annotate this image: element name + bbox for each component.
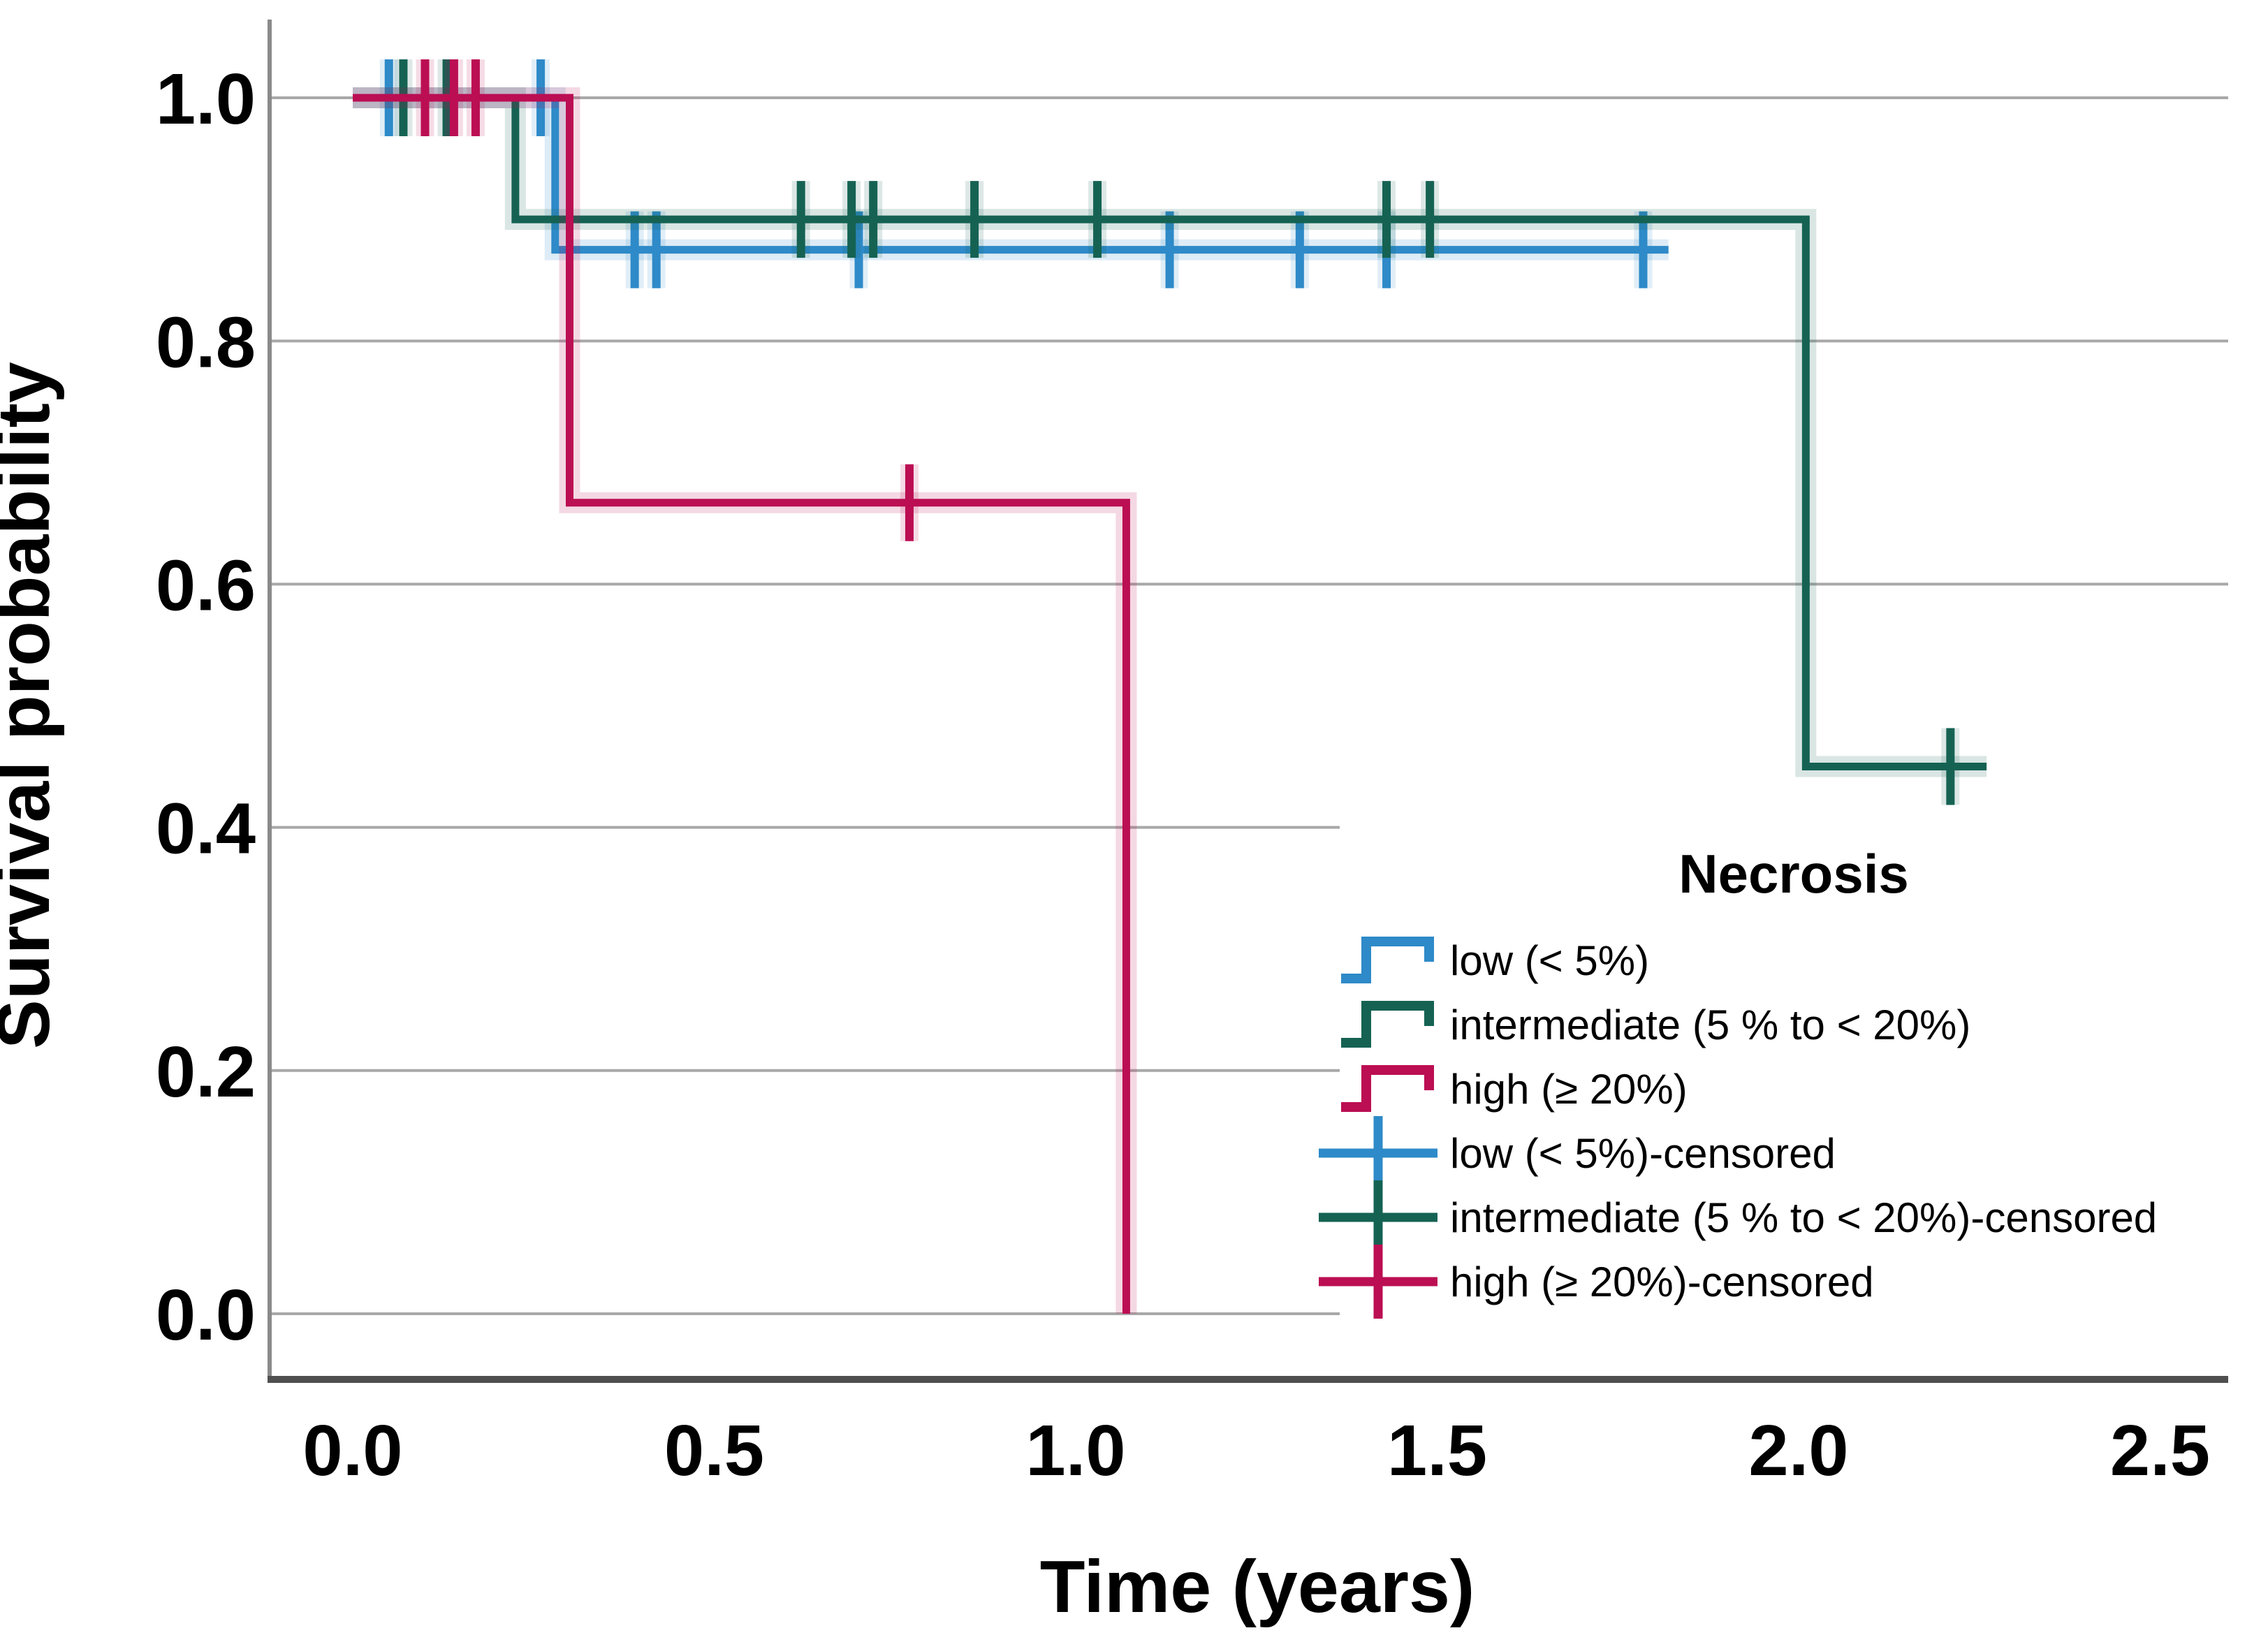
y-tick-label-0.4: 0.4	[156, 789, 256, 869]
y-tick-label-0.8: 0.8	[156, 302, 256, 382]
axis-lines	[268, 20, 2228, 1383]
y-tick-label-0.2: 0.2	[156, 1032, 256, 1112]
y-tick-label-0.0: 0.0	[156, 1275, 256, 1355]
legend-title: Necrosis	[1678, 843, 1909, 904]
survival-curves	[353, 59, 1987, 1314]
legend-entry-label: intermediate (5 % to < 20%)-censored	[1450, 1194, 2157, 1241]
legend-entry-label: high (≥ 20%)	[1450, 1066, 1688, 1113]
legend-entry-label: intermediate (5 % to < 20%)	[1450, 1002, 1970, 1048]
legend-step-icon-low	[1341, 937, 1434, 983]
x-tick-label-0.5: 0.5	[664, 1410, 764, 1490]
x-tick-label-2.5: 2.5	[2110, 1410, 2210, 1490]
curve-halo-high	[353, 87, 1137, 1314]
curve-intermediate	[353, 94, 1987, 771]
legend-step-icon-high	[1341, 1065, 1434, 1112]
curve-high	[353, 94, 1130, 1314]
x-tick-label-1.0: 1.0	[1025, 1410, 1125, 1490]
legend-step-icon-intermediate	[1341, 1001, 1434, 1048]
curve-halo-intermediate	[353, 87, 1987, 777]
x-tick-label-2.0: 2.0	[1748, 1410, 1848, 1490]
legend-entry-label: high (≥ 20%)-censored	[1450, 1259, 1874, 1305]
x-tick-label-0.0: 0.0	[302, 1410, 402, 1490]
tick-labels: 0.0 0.2 0.4 0.6 0.8 1.0 0.0 0.5 1.0 1.5 2.0 2.5	[156, 59, 2210, 1490]
y-tick-label-1.0: 1.0	[156, 59, 256, 139]
gridlines	[270, 96, 2228, 1315]
x-tick-label-1.5: 1.5	[1387, 1410, 1487, 1490]
y-tick-label-0.6: 0.6	[156, 545, 256, 625]
legend-entry-label: low (< 5%)-censored	[1450, 1130, 1836, 1177]
y-axis-title: Survival probability	[0, 362, 65, 1049]
legend: low (< 5%) intermediate (5 % to < 20%) hig…	[1319, 937, 2157, 1319]
x-axis-title: Time (years)	[1040, 1546, 1475, 1628]
legend-entry-label: low (< 5%)	[1450, 937, 1649, 984]
